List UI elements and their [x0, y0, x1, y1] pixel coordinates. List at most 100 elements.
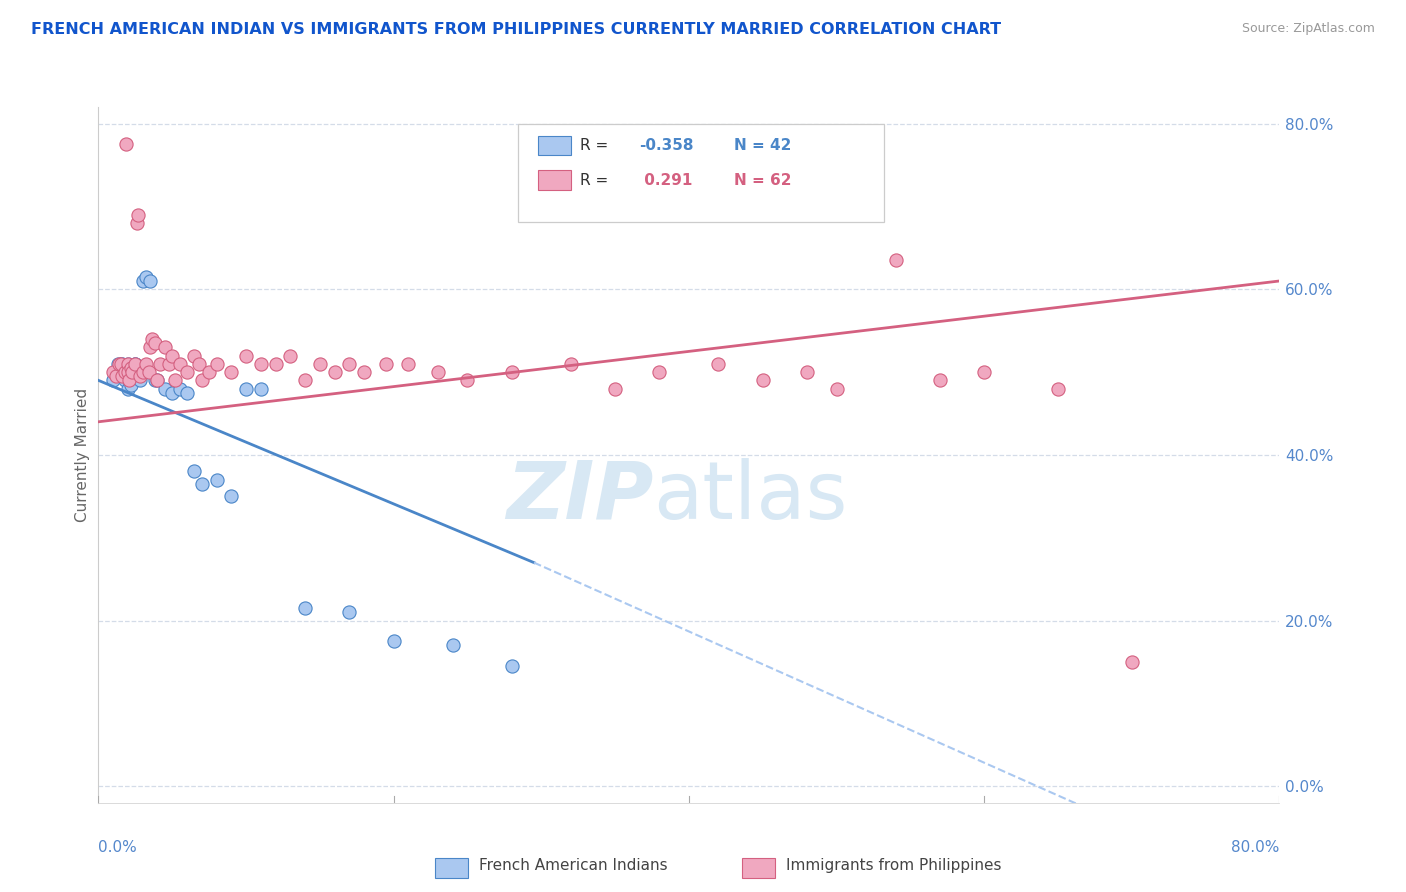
Point — [309, 357, 332, 371]
Point — [105, 365, 128, 379]
Point — [707, 357, 730, 371]
Point — [205, 473, 228, 487]
Point — [115, 369, 138, 384]
Point — [1046, 382, 1069, 396]
Point — [235, 349, 257, 363]
Point — [124, 357, 146, 371]
Point — [138, 365, 160, 379]
Point — [183, 465, 205, 479]
Point — [796, 365, 818, 379]
Point — [120, 365, 142, 379]
Point — [751, 373, 773, 387]
Point — [396, 357, 419, 371]
Point — [139, 274, 162, 288]
Point — [456, 373, 478, 387]
Point — [110, 357, 132, 371]
Point — [235, 382, 257, 396]
Point — [114, 373, 136, 387]
Point — [149, 357, 172, 371]
Text: 0.291: 0.291 — [640, 172, 693, 187]
Point — [121, 365, 143, 379]
Point — [103, 373, 125, 387]
Point — [278, 349, 302, 363]
Point — [162, 385, 183, 400]
Point — [122, 369, 145, 384]
Point — [124, 357, 146, 371]
Point — [501, 365, 523, 379]
Point — [205, 357, 228, 371]
Point — [157, 357, 180, 371]
Point — [441, 639, 464, 653]
Point — [560, 357, 582, 371]
Point — [110, 357, 132, 371]
Point — [124, 357, 146, 371]
Point — [117, 357, 139, 371]
Text: R =: R = — [581, 137, 613, 153]
Point — [114, 365, 136, 379]
Point — [973, 365, 995, 379]
Point — [146, 373, 169, 387]
Point — [250, 382, 273, 396]
Point — [121, 365, 143, 379]
Point — [118, 373, 141, 387]
Point — [141, 332, 163, 346]
Text: atlas: atlas — [654, 458, 848, 536]
Point — [250, 357, 273, 371]
Point — [139, 340, 162, 354]
Point — [111, 357, 134, 371]
Point — [339, 605, 360, 619]
Point — [153, 382, 176, 396]
Point — [118, 369, 141, 384]
Point — [114, 365, 136, 379]
Point — [501, 659, 523, 673]
Point — [382, 634, 405, 648]
Text: 80.0%: 80.0% — [1232, 840, 1279, 855]
Point — [198, 365, 221, 379]
Point — [115, 137, 138, 152]
Point — [219, 489, 242, 503]
Point — [120, 377, 142, 392]
FancyBboxPatch shape — [517, 124, 884, 222]
Point — [169, 382, 191, 396]
FancyBboxPatch shape — [537, 136, 571, 155]
Text: Source: ZipAtlas.com: Source: ZipAtlas.com — [1241, 22, 1375, 36]
Text: -0.358: -0.358 — [640, 137, 693, 153]
Point — [165, 373, 187, 387]
Point — [125, 216, 148, 230]
Text: FRENCH AMERICAN INDIAN VS IMMIGRANTS FROM PHILIPPINES CURRENTLY MARRIED CORRELAT: FRENCH AMERICAN INDIAN VS IMMIGRANTS FRO… — [31, 22, 1001, 37]
Point — [125, 365, 148, 379]
Point — [169, 357, 191, 371]
Point — [353, 365, 375, 379]
Point — [128, 373, 150, 387]
Point — [143, 336, 166, 351]
Point — [375, 357, 398, 371]
Point — [339, 357, 360, 371]
Point — [108, 357, 131, 371]
Point — [605, 382, 627, 396]
Point — [132, 365, 155, 379]
Point — [111, 369, 134, 384]
Point — [183, 349, 205, 363]
Point — [648, 365, 671, 379]
Text: French American Indians: French American Indians — [478, 858, 668, 873]
FancyBboxPatch shape — [537, 170, 571, 190]
Point — [264, 357, 287, 371]
Point — [128, 369, 150, 384]
Point — [118, 373, 141, 387]
Point — [153, 340, 176, 354]
Point — [176, 385, 198, 400]
FancyBboxPatch shape — [742, 858, 775, 878]
Point — [110, 365, 132, 379]
Point — [1121, 655, 1143, 669]
Point — [103, 365, 125, 379]
Point — [187, 357, 209, 371]
Point — [884, 253, 907, 268]
Point — [105, 369, 128, 384]
Point — [294, 373, 316, 387]
FancyBboxPatch shape — [434, 858, 468, 878]
Point — [191, 476, 214, 491]
Text: R =: R = — [581, 172, 613, 187]
Point — [294, 601, 316, 615]
Point — [117, 357, 139, 371]
Point — [219, 365, 242, 379]
